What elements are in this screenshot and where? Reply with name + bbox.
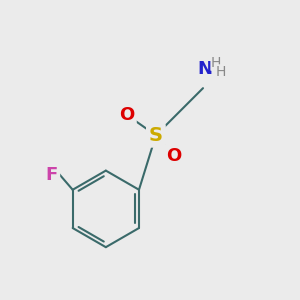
Text: H: H bbox=[211, 56, 221, 70]
Text: F: F bbox=[45, 166, 58, 184]
Text: H: H bbox=[215, 65, 226, 79]
Text: N: N bbox=[197, 60, 212, 78]
Text: O: O bbox=[166, 147, 181, 165]
Text: O: O bbox=[119, 106, 134, 124]
Text: S: S bbox=[149, 126, 163, 145]
